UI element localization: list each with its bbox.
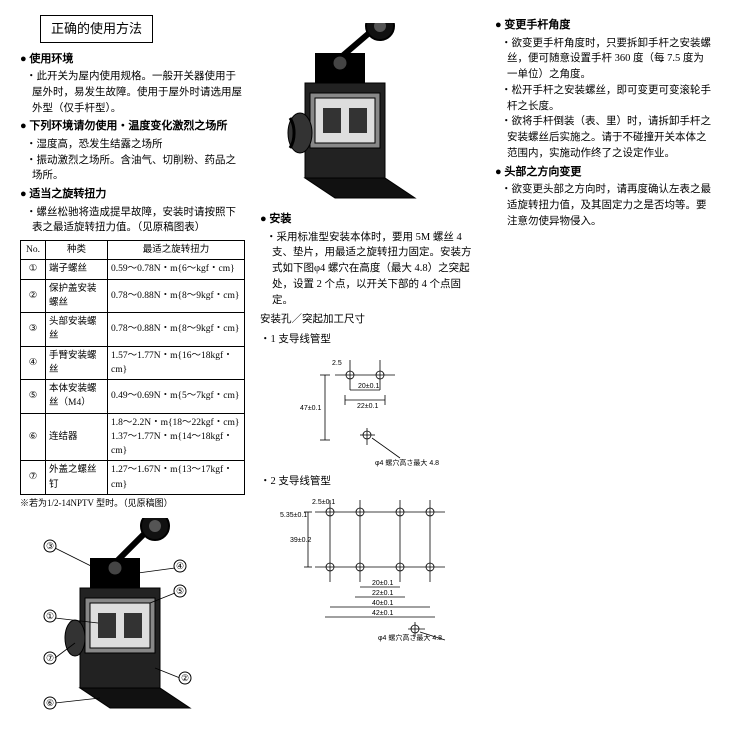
th-kind: 种类 <box>46 241 108 260</box>
th-no: No. <box>21 241 46 260</box>
table-row: ②保护盖安装螺丝0.78～0.88N・m{8～9kgf・cm} <box>21 279 245 313</box>
table-row: ③头部安装螺丝0.78～0.88N・m{8～9kgf・cm} <box>21 313 245 347</box>
text-torque: 螺丝松驰将造成提早故障，安装时请按照下表之最适旋转扭力值。（见原稿图表） <box>26 205 245 237</box>
text-lever-3: 欲将手杆倒装（表、里）时，请拆卸手杆之安装螺丝后实施之。请于不碰撞开关本体之范围… <box>501 114 711 161</box>
svg-text:42±0.1: 42±0.1 <box>372 610 393 617</box>
text-avoid-1: 湿度高，恐发生结露之场所 <box>26 137 245 153</box>
page-title: 正确的使用方法 <box>40 15 153 43</box>
heading-head-direction: 头部之方向变更 <box>495 164 711 181</box>
table-row: ④手臂安装螺丝1.57～1.77N・m{16～18kgf・cm} <box>21 346 245 380</box>
diag2-title: ・2 支导线管型 <box>260 474 480 490</box>
svg-text:5.35±0.1: 5.35±0.1 <box>280 512 307 519</box>
heading-torque: 适当之旋转扭力 <box>20 186 245 203</box>
heading-usage-env: 使用环境 <box>20 51 245 68</box>
table-row: ⑥连结器1.8～2.2N・m{18～22kgf・cm} 1.37～1.77N・m… <box>21 413 245 461</box>
callout-3: ③ <box>46 541 54 551</box>
text-usage-env: 此开关为屋内使用规格。一般开关器使用于屋外时，易发生故障。使用于屋外时请选用屋外… <box>26 69 245 116</box>
callout-7: ⑦ <box>46 653 54 663</box>
callout-4: ④ <box>176 561 184 571</box>
callout-2: ② <box>181 673 189 683</box>
svg-text:20±0.1: 20±0.1 <box>358 383 379 390</box>
mounting-diagram-1: 2.5 20±0.1 22±0.1 47±0.1 φ4 螺穴高さ最大 4.8 <box>260 350 480 470</box>
text-install: 采用标准型安装本体时，要用 5M 螺丝 4 支、垫片，用最适之旋转扭力固定。安装… <box>266 230 480 309</box>
heading-lever-angle: 变更手杆角度 <box>495 17 711 34</box>
diag1-title: ・1 支导线管型 <box>260 332 480 348</box>
svg-text:22±0.1: 22±0.1 <box>372 590 393 597</box>
table-row: ①端子螺丝0.59～0.78N・m{6～kgf・cm} <box>21 260 245 279</box>
svg-text:39±0.2: 39±0.2 <box>290 537 311 544</box>
table-header-row: No. 种类 最适之旋转扭力 <box>21 241 245 260</box>
product-diagram-annotated: ③ ④ ⑤ ① ⑥ ② ⑦ <box>20 518 245 718</box>
svg-text:φ4 螺穴高さ最大 4.8: φ4 螺穴高さ最大 4.8 <box>375 458 439 467</box>
callout-5: ⑤ <box>176 586 184 596</box>
text-head-direction: 欲变更头部之方向时，请再度确认左表之最适旋转扭力值，及其固定力之是否均等。要注意… <box>501 182 711 229</box>
column-middle: 安装 采用标准型安装本体时，要用 5M 螺丝 4 支、垫片，用最适之旋转扭力固定… <box>260 15 480 726</box>
svg-text:40±0.1: 40±0.1 <box>372 600 393 607</box>
th-torque: 最适之旋转扭力 <box>108 241 245 260</box>
svg-text:20±0.1: 20±0.1 <box>372 580 393 587</box>
table-row: ⑦外盖之螺丝钉1.27～1.67N・m{13～17kgf・cm} <box>21 461 245 495</box>
table-row: ⑤本体安装螺丝（M4）0.49～0.69N・m{5～7kgf・cm} <box>21 380 245 414</box>
heading-install: 安装 <box>260 211 480 228</box>
svg-text:φ4 螺穴高さ最大 4.8: φ4 螺穴高さ最大 4.8 <box>378 633 442 642</box>
torque-table: No. 种类 最适之旋转扭力 ①端子螺丝0.59～0.78N・m{6～kgf・c… <box>20 240 245 495</box>
column-left: 正确的使用方法 使用环境 此开关为屋内使用规格。一般开关器使用于屋外时，易发生故… <box>20 15 245 726</box>
text-avoid-2: 振动激烈之场所。含油气、切削粉、药品之场所。 <box>26 153 245 185</box>
text-lever-2: 松开手杆之安装螺丝，即可变更可变滚轮手杆之长度。 <box>501 83 711 115</box>
svg-text:47±0.1: 47±0.1 <box>300 405 321 412</box>
svg-text:2.5: 2.5 <box>332 360 342 367</box>
svg-text:22±0.1: 22±0.1 <box>357 403 378 410</box>
column-right: 变更手杆角度 欲变更手杆角度时，只要拆卸手杆之安装螺丝，便可随意设置手杆 360… <box>495 15 711 726</box>
subtitle-mounting: 安装孔／突起加工尺寸 <box>260 312 480 328</box>
callout-1: ① <box>46 611 54 621</box>
table-footnote: ※若为1/2-14NPTV 型时。（见原稿图） <box>20 497 245 511</box>
heading-avoid-env: 下列环境请勿使用・温度变化激烈之场所 <box>20 118 245 135</box>
svg-text:2.5±0.1: 2.5±0.1 <box>312 499 335 506</box>
product-diagram-plain <box>260 23 480 203</box>
callout-6: ⑥ <box>46 698 54 708</box>
text-lever-1: 欲变更手杆角度时，只要拆卸手杆之安装螺丝，便可随意设置手杆 360 度（每 7.… <box>501 36 711 83</box>
mounting-diagram-2: 2.5±0.1 5.35±0.1 39±0.2 20±0.1 22±0.1 40… <box>260 492 480 642</box>
